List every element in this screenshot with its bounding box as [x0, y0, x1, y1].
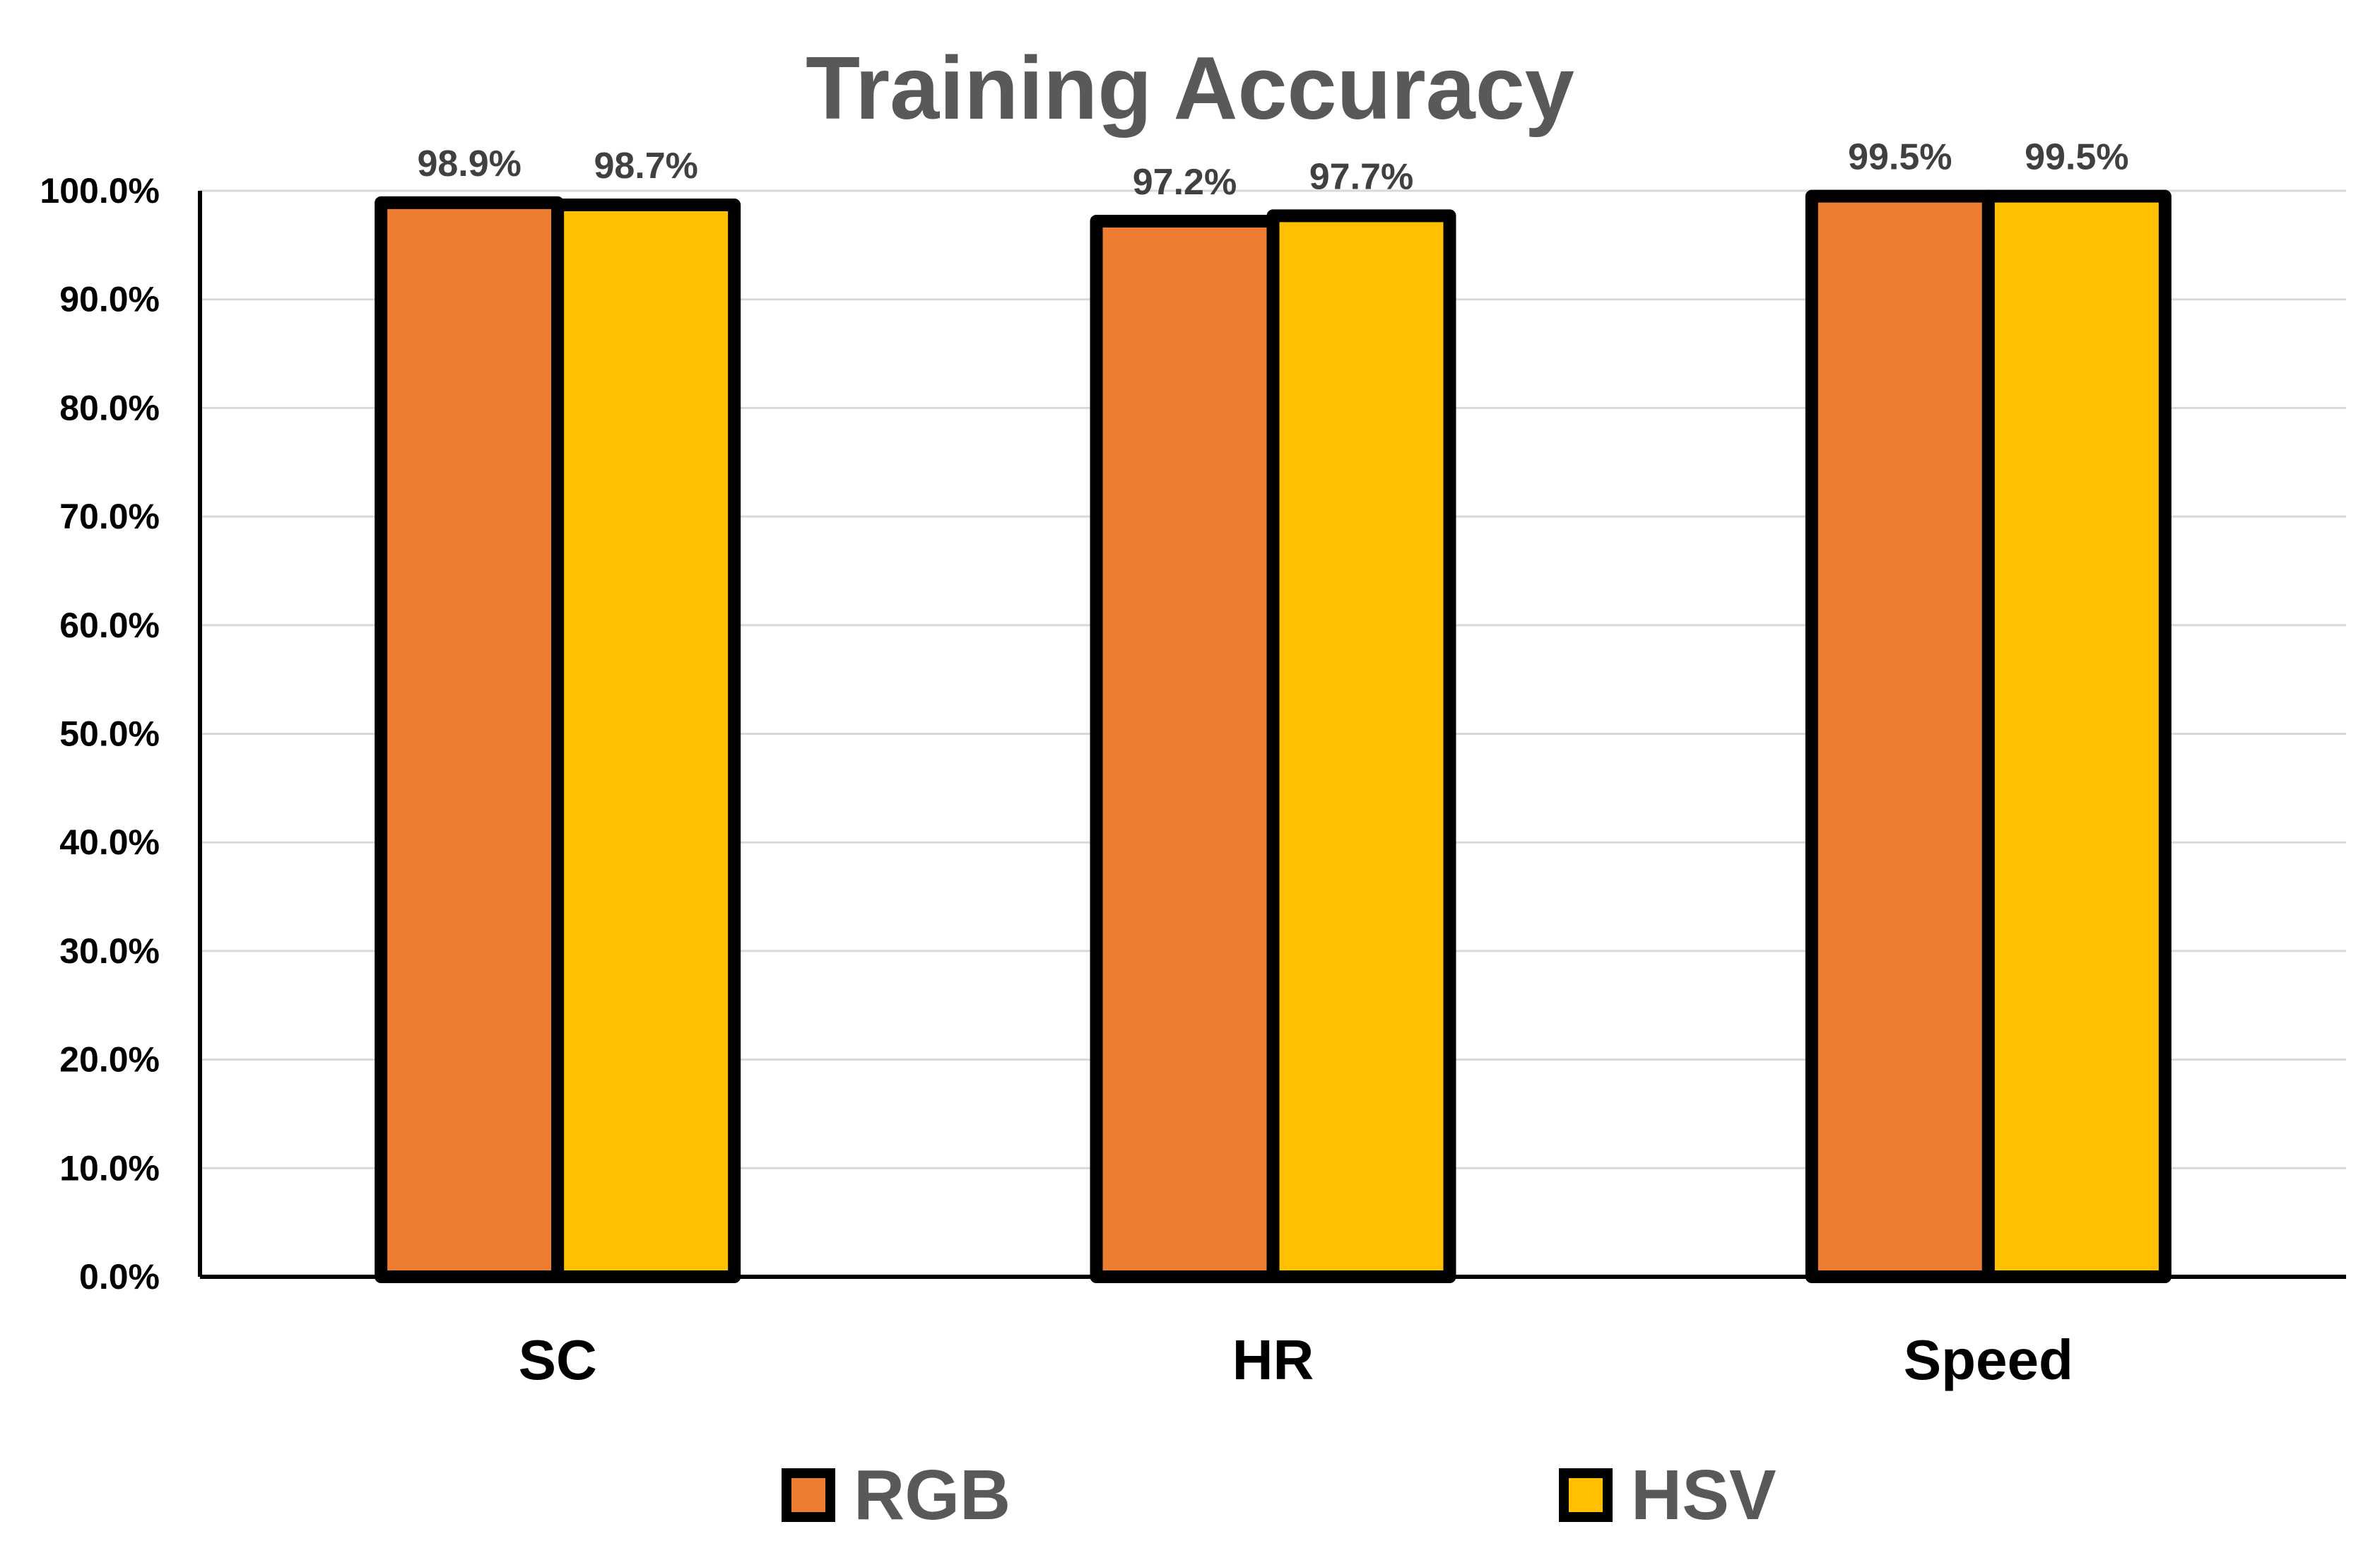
legend-label-rgb: RGB [854, 1456, 1011, 1535]
data-label: 99.5% [2025, 137, 2128, 178]
y-tick-label: 90.0% [59, 280, 160, 319]
y-tick-label: 10.0% [59, 1148, 160, 1188]
y-tick-label: 20.0% [59, 1040, 160, 1080]
x-tick-label: SC [519, 1328, 597, 1391]
chart-title: Training Accuracy [806, 38, 1574, 138]
x-tick-label: Speed [1904, 1328, 2073, 1391]
y-tick-label: 40.0% [59, 822, 160, 862]
legend-label-hsv: HSV [1631, 1456, 1777, 1535]
bars [375, 189, 2172, 1284]
legend-swatch-hsv [1559, 1468, 1613, 1522]
bar-rgb-speed [1805, 189, 1995, 1283]
y-tick-label: 0.0% [79, 1257, 160, 1297]
y-tick-label: 70.0% [59, 497, 160, 536]
data-labels: 98.9% 98.7% 97.2% 97.7% 99.5% 99.5% [417, 137, 2128, 203]
bar-hsv-sc [551, 198, 741, 1284]
y-tick-label: 100.0% [40, 171, 160, 211]
bar-rgb-hr [1090, 215, 1280, 1283]
bar-hsv-hr [1266, 209, 1456, 1284]
data-label: 99.5% [1848, 137, 1952, 178]
y-tick-label: 80.0% [59, 388, 160, 427]
y-tick-label: 30.0% [59, 931, 160, 971]
y-tick-label: 50.0% [59, 714, 160, 754]
y-tick-label: 60.0% [59, 606, 160, 645]
bar-rgb-sc [375, 196, 565, 1284]
data-label: 97.7% [1309, 156, 1413, 197]
legend-swatch-rgb [782, 1468, 835, 1522]
x-axis-tick-labels: SC HR Speed [519, 1328, 2073, 1391]
data-label: 97.2% [1133, 162, 1237, 203]
bar-hsv-speed [1981, 189, 2172, 1283]
x-tick-label: HR [1232, 1328, 1314, 1391]
data-label: 98.7% [594, 146, 697, 187]
data-label: 98.9% [417, 143, 521, 184]
legend: RGB HSV [782, 1456, 1777, 1535]
y-axis-tick-labels: 0.0% 10.0% 20.0% 30.0% 40.0% 50.0% 60.0% 70.0% 8… [40, 171, 160, 1297]
